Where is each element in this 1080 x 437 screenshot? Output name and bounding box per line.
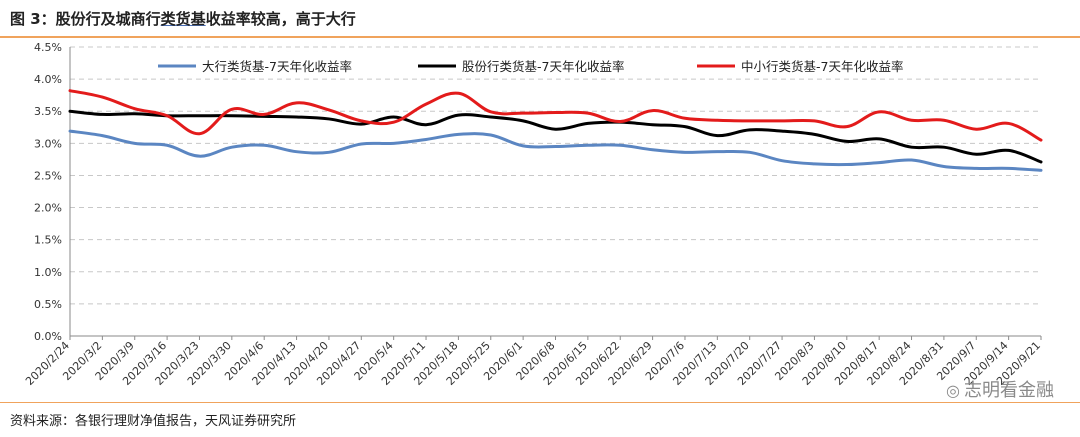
- legend-big-banks-label: 大行类货基-7天年化收益率: [202, 59, 352, 74]
- figure-title: 图 3：股份行及城商行类货基收益率较高，高于大行: [10, 8, 356, 30]
- wechat-icon: ◎: [946, 381, 960, 400]
- y-tick-label: 1.0%: [34, 266, 62, 279]
- figure-title-highlight: 类货基: [160, 10, 206, 28]
- y-tick-label: 3.5%: [34, 105, 62, 118]
- series-line-big-banks: [68, 129, 1043, 172]
- series-line-small-banks: [68, 89, 1043, 142]
- watermark: ◎ 志明看金融: [946, 376, 1054, 402]
- yield-line-chart: 0.0% 0.5% 1.0% 1.5% 2.0% 2.5% 3.0% 3.5% 4.0% 4.5%…: [23, 41, 1043, 388]
- y-tick-label: 1.5%: [34, 234, 62, 247]
- y-tick-label: 0.0%: [34, 330, 62, 343]
- y-tick-label: 2.0%: [34, 202, 62, 215]
- y-tick-label: 4.5%: [34, 41, 62, 54]
- legend-small-banks-label: 中小行类货基-7天年化收益率: [741, 59, 903, 74]
- x-tick-label: 2020/2/24: [23, 339, 72, 388]
- legend-joint-stock-label: 股份行类货基-7天年化收益率: [462, 59, 624, 74]
- top-divider: [0, 36, 1080, 38]
- watermark-text: 志明看金融: [964, 380, 1054, 401]
- y-tick-label: 3.0%: [34, 137, 62, 150]
- y-tick-label: 0.5%: [34, 298, 62, 311]
- bottom-divider: [0, 402, 1080, 403]
- series-line-joint-stock: [68, 109, 1043, 164]
- figure-title-suffix: 收益率较高，高于大行: [205, 10, 356, 28]
- figure-title-prefix: 图 3：股份行及城商行: [10, 10, 161, 28]
- y-tick-label: 4.0%: [34, 73, 62, 86]
- y-tick-label: 2.5%: [34, 169, 62, 182]
- source-note: 资料来源：各银行理财净值报告，天风证券研究所: [10, 414, 297, 429]
